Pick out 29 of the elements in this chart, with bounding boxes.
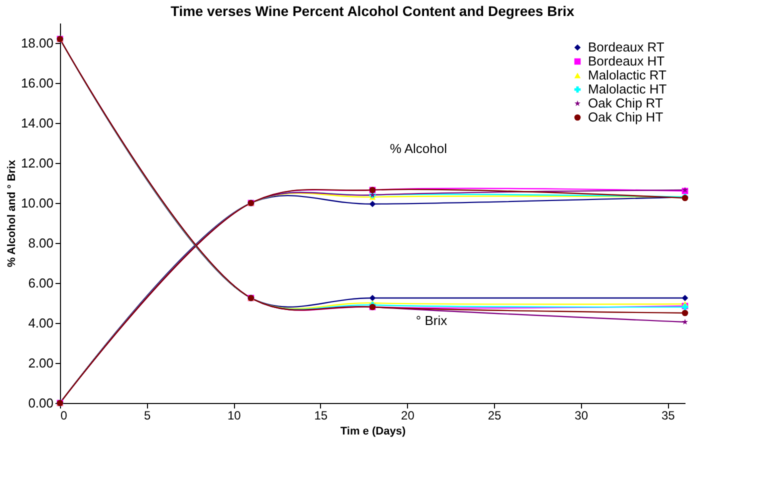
y-tick-label: 12.00	[20, 156, 54, 170]
legend-label: Oak Chip RT	[588, 96, 663, 110]
y-tick-label: 16.00	[20, 76, 54, 90]
y-tick-label: 18.00	[20, 36, 54, 50]
x-axis-title: Tim e (Days)	[340, 426, 406, 438]
legend-label: Malolactic RT	[588, 68, 667, 82]
y-axis-title: % Alcohol and ° Brix	[6, 158, 18, 268]
x-tick-label: 15	[314, 408, 328, 422]
x-tick-label: 0	[60, 408, 68, 422]
y-tick-label: 6.00	[28, 276, 54, 290]
annotation: % Alcohol	[390, 141, 448, 156]
y-tick-label: 14.00	[20, 116, 54, 130]
y-tick-label: 4.00	[28, 316, 54, 330]
x-tick-label: 25	[488, 408, 502, 422]
chart-title: Time verses Wine Percent Alcohol Content and Degrees Brix	[170, 3, 575, 19]
x-tick-label: 5	[144, 408, 151, 422]
x-tick-label: 10	[227, 408, 242, 422]
annotation: ° Brix	[416, 313, 448, 328]
x-tick-label: 30	[574, 408, 588, 422]
legend-label: Bordeaux HT	[588, 54, 665, 68]
x-tick-label: 20	[401, 408, 415, 422]
y-tick-label: 2.00	[28, 356, 54, 370]
y-tick-label: 0.00	[28, 396, 54, 410]
legend-label: Malolactic HT	[588, 82, 667, 96]
legend-label: Oak Chip HT	[588, 110, 664, 124]
legend-label: Bordeaux RT	[588, 40, 664, 54]
x-tick-label: 35	[661, 408, 676, 422]
y-tick-label: 8.00	[28, 236, 54, 250]
y-tick-label: 10.00	[20, 196, 54, 210]
